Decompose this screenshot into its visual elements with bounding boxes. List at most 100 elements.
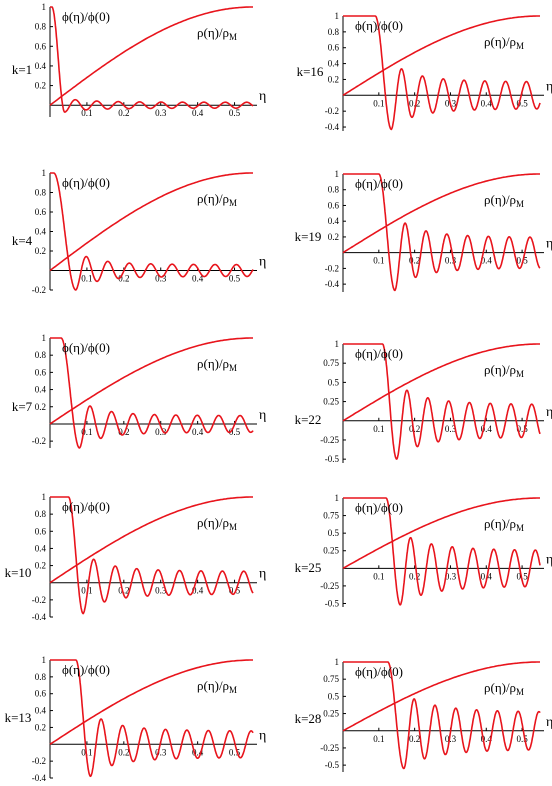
y-tick-label: -0.4 bbox=[32, 773, 47, 783]
y-tick-label: 0.4 bbox=[35, 227, 47, 237]
k-label: k=1 bbox=[12, 62, 32, 77]
x-axis-label: η bbox=[259, 567, 266, 582]
x-tick-label: 0.2 bbox=[118, 274, 129, 284]
y-tick-label: -0.2 bbox=[32, 595, 46, 605]
y-tick-label: 1 bbox=[42, 492, 47, 502]
y-tick-label: -0.4 bbox=[325, 279, 340, 289]
rho-label-subscript: M bbox=[229, 522, 237, 532]
panel-k=7: -0.2 0.2 0.4 0.6 0.8 1 0.1 0.2 0.3 0.4 0.5 k=7 ϕ(η)/… bbox=[12, 333, 266, 449]
y-tick-label: 0.6 bbox=[35, 41, 47, 51]
x-tick-label: 0.2 bbox=[409, 98, 420, 108]
y-tick-label: 1 bbox=[335, 339, 340, 349]
y-tick-label: 0.4 bbox=[35, 385, 47, 395]
y-tick-label: 0.75 bbox=[323, 511, 339, 521]
phi-series-line bbox=[49, 496, 254, 615]
x-tick-label: 0.1 bbox=[81, 108, 92, 118]
panel-k=19: -0.4-0.20.20.40.60.810.1 0.2 0.3 0.4 0.5k=19… bbox=[295, 169, 552, 292]
x-axis-label: η bbox=[546, 715, 552, 730]
y-tick-label: 0.2 bbox=[35, 246, 46, 256]
x-tick-label: 0.2 bbox=[118, 108, 129, 118]
x-tick-label: 0.3 bbox=[445, 256, 457, 266]
k-label: k=22 bbox=[295, 412, 322, 427]
y-tick-label: -0.2 bbox=[32, 436, 46, 446]
y-tick-label: 0.75 bbox=[323, 358, 339, 368]
k-label: k=19 bbox=[295, 229, 322, 244]
y-tick-label: -0.25 bbox=[320, 581, 339, 591]
k-label: k=4 bbox=[12, 233, 33, 248]
y-tick-label: 1 bbox=[42, 333, 47, 343]
y-tick-label: 0.4 bbox=[35, 61, 47, 71]
x-tick-label: 0.5 bbox=[516, 424, 528, 434]
y-tick-label: 0.8 bbox=[35, 22, 47, 32]
phi-label: ϕ(η)/ϕ(0) bbox=[62, 9, 110, 24]
x-tick-label: 0.1 bbox=[373, 98, 384, 108]
x-tick-label: 0.1 bbox=[373, 734, 384, 744]
y-tick-label: 1 bbox=[335, 169, 340, 179]
x-axis-label: η bbox=[546, 552, 552, 567]
phi-series-line bbox=[342, 15, 541, 131]
phi-series-line bbox=[342, 343, 541, 460]
x-tick-label: 0.3 bbox=[155, 427, 167, 437]
x-tick-label: 0.3 bbox=[445, 734, 457, 744]
panel-k=10: -0.4-0.20.20.40.60.810.1 0.2 0.3 0.4 0.5k=10… bbox=[5, 492, 267, 622]
panel-k=13: -0.4-0.20.20.40.60.810.1 0.2 0.3 0.4 0.5k=13… bbox=[5, 655, 267, 783]
y-tick-label: 1 bbox=[335, 493, 340, 503]
x-tick-label: 0.5 bbox=[516, 734, 528, 744]
rho-label: ρ(η)/ρM bbox=[197, 25, 237, 42]
y-tick-label: -0.2 bbox=[32, 756, 46, 766]
rho-label: ρ(η)/ρM bbox=[484, 192, 524, 209]
rho-series-line bbox=[49, 337, 253, 425]
rho-label-subscript: M bbox=[229, 363, 237, 373]
rho-series-line bbox=[49, 172, 253, 272]
y-tick-label: 1 bbox=[335, 657, 340, 667]
x-tick-label: 0.4 bbox=[481, 256, 493, 266]
phi-series-line bbox=[342, 661, 541, 770]
phi-label: ϕ(η)/ϕ(0) bbox=[355, 346, 403, 361]
rho-label: ρ(η)/ρM bbox=[197, 191, 237, 208]
y-tick-label: 0.8 bbox=[35, 350, 47, 360]
x-tick-label: 0.5 bbox=[229, 274, 241, 284]
x-tick-label: 0.2 bbox=[118, 586, 129, 596]
y-tick-label: 0.2 bbox=[328, 74, 339, 84]
y-tick-label: 0.6 bbox=[328, 43, 340, 53]
y-tick-label: -0.4 bbox=[32, 612, 47, 622]
y-tick-label: 0.2 bbox=[35, 561, 46, 571]
x-axis-label: η bbox=[259, 89, 266, 104]
rho-label: ρ(η)/ρM bbox=[484, 34, 524, 51]
rho-label-subscript: M bbox=[229, 32, 237, 42]
x-tick-label: 0.4 bbox=[192, 274, 204, 284]
y-tick-label: 0.6 bbox=[35, 526, 47, 536]
panel-k=28: -0.5 -0.25 0.25 0.5 0.75 1 0.1 0.2 0.3 0.4 0.5 k=28… bbox=[295, 657, 552, 772]
y-tick-label: -0.2 bbox=[32, 285, 46, 295]
k-label: k=25 bbox=[295, 560, 322, 575]
y-tick-label: 0.2 bbox=[35, 722, 46, 732]
phi-series-line bbox=[342, 497, 541, 606]
x-tick-label: 0.3 bbox=[155, 747, 167, 757]
y-tick-label: -0.4 bbox=[325, 122, 340, 132]
y-tick-label: 0.4 bbox=[328, 216, 340, 226]
x-tick-label: 0.2 bbox=[409, 734, 420, 744]
rho-label: ρ(η)/ρM bbox=[197, 515, 237, 532]
x-axis-label: η bbox=[259, 255, 266, 270]
rho-label: ρ(η)/ρM bbox=[197, 356, 237, 373]
y-tick-label: 0.8 bbox=[35, 509, 47, 519]
y-tick-label: 0.2 bbox=[328, 232, 339, 242]
panel-k=1: 0.2 0.4 0.6 0.8 1 0.1 0.2 0.3 0.4 0.5 k=1 ϕ(η)/ϕ(0)… bbox=[12, 2, 267, 118]
rho-series-line bbox=[342, 343, 540, 422]
y-tick-label: 0.6 bbox=[35, 689, 47, 699]
y-tick-label: -0.5 bbox=[325, 454, 340, 464]
y-tick-label: 0.6 bbox=[35, 207, 47, 217]
k-label: k=13 bbox=[5, 710, 32, 725]
rho-series-line bbox=[342, 661, 540, 732]
rho-series-line bbox=[49, 496, 253, 584]
rho-label: ρ(η)/ρM bbox=[484, 680, 524, 697]
x-tick-label: 0.5 bbox=[229, 108, 241, 118]
rho-label-subscript: M bbox=[516, 687, 524, 697]
y-tick-label: 0.4 bbox=[35, 543, 47, 553]
x-tick-label: 0.5 bbox=[229, 586, 241, 596]
phi-series-line bbox=[342, 173, 541, 292]
x-tick-label: 0.3 bbox=[445, 424, 457, 434]
x-tick-label: 0.2 bbox=[409, 256, 420, 266]
x-tick-label: 0.2 bbox=[409, 571, 420, 581]
